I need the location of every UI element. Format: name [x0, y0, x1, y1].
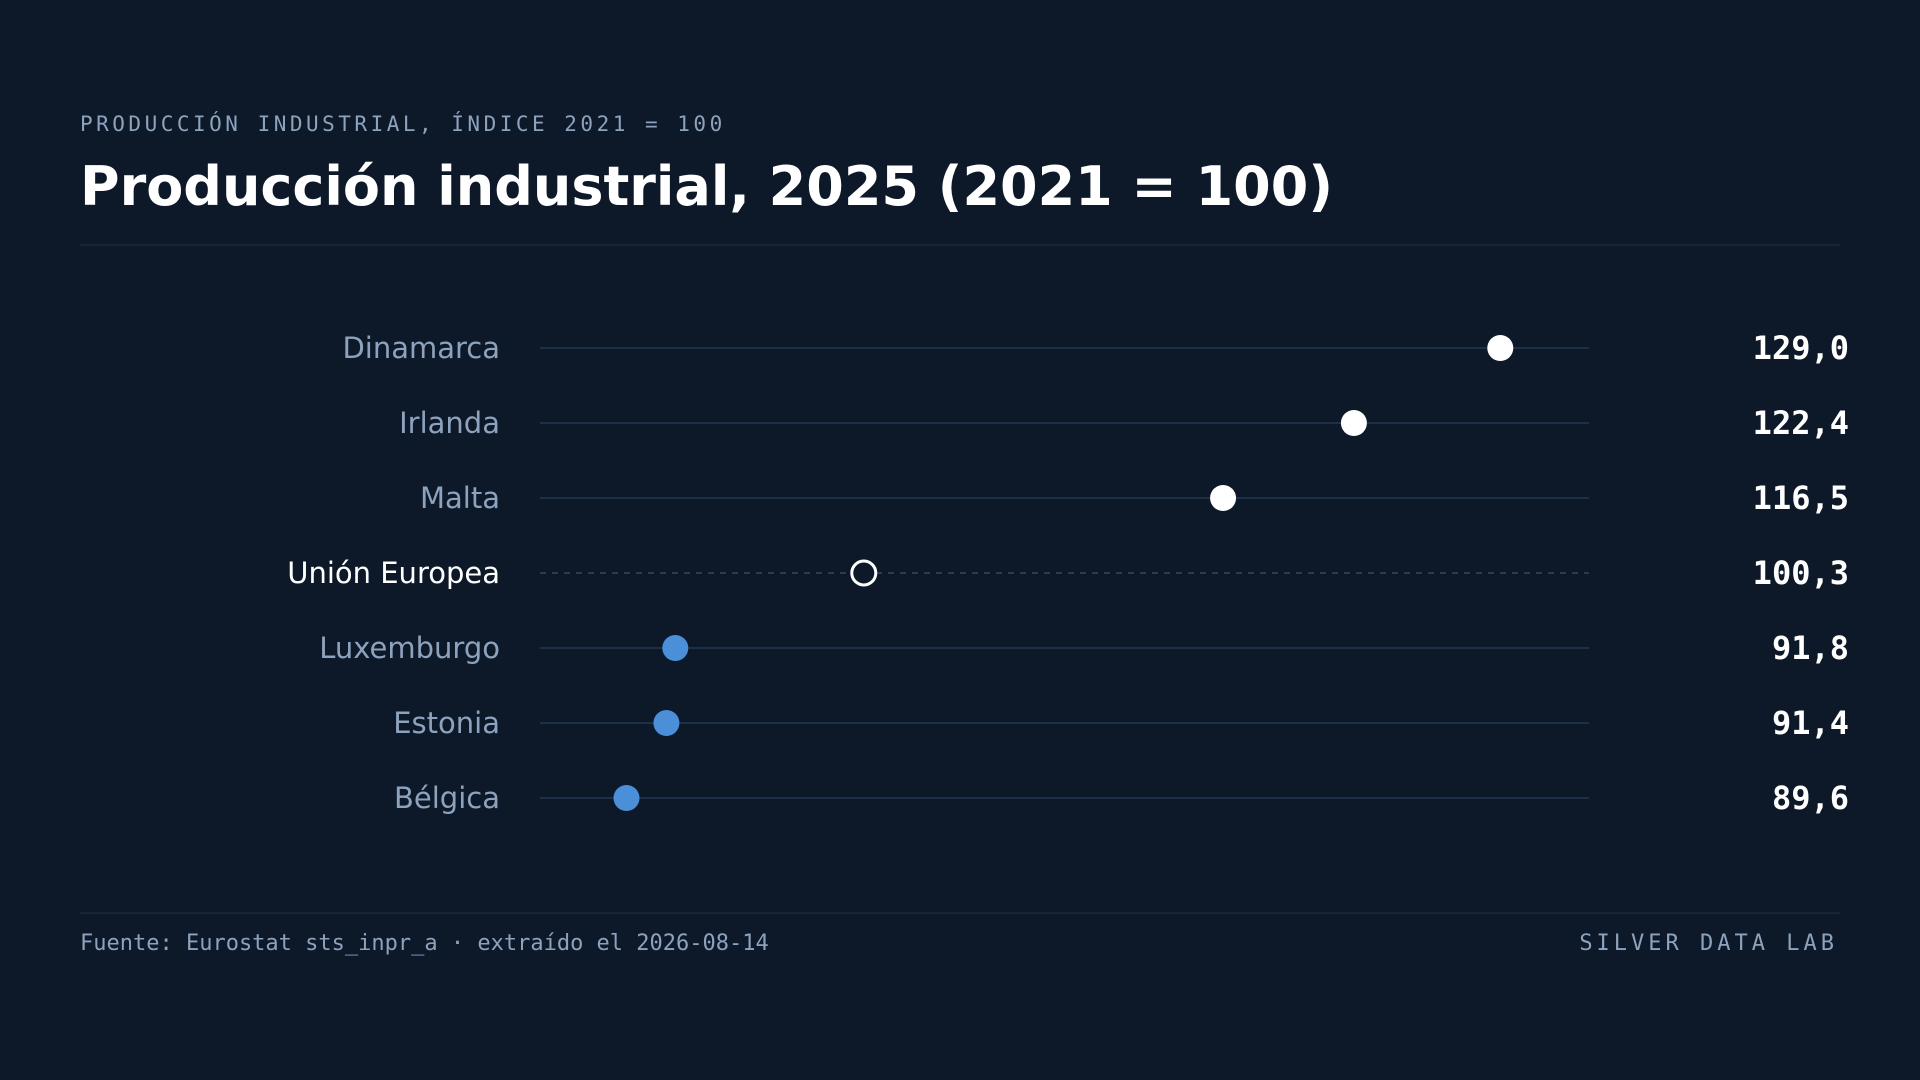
chart-title: Producción industrial, 2025 (2021 = 100) [80, 155, 1333, 218]
kicker: PRODUCCIÓN INDUSTRIAL, ÍNDICE 2021 = 100 [80, 111, 726, 136]
value-label: 129,0 [1753, 329, 1849, 367]
value-label: 91,4 [1772, 704, 1849, 742]
category-label: Dinamarca [342, 331, 500, 365]
category-label: Malta [420, 481, 500, 515]
dot [1340, 410, 1367, 436]
dot [1487, 335, 1514, 361]
value-label: 122,4 [1753, 404, 1849, 442]
value-label: 100,3 [1753, 554, 1849, 592]
value-label: 116,5 [1753, 479, 1849, 517]
category-label: Bélgica [394, 781, 500, 815]
reference-dot [850, 559, 878, 587]
category-label: Unión Europea [287, 556, 500, 590]
category-label: Irlanda [399, 406, 500, 440]
value-label: 89,6 [1772, 779, 1849, 817]
category-label: Luxemburgo [319, 631, 500, 665]
dot [1210, 485, 1237, 511]
category-label: Estonia [393, 706, 500, 740]
dot [653, 710, 680, 736]
value-label: 91,8 [1772, 629, 1849, 667]
dot [613, 785, 640, 811]
source: Fuente: Eurostat sts_inpr_a · extraído e… [80, 931, 769, 956]
brand: SILVER DATA LAB [1579, 931, 1838, 956]
dot [662, 635, 689, 661]
